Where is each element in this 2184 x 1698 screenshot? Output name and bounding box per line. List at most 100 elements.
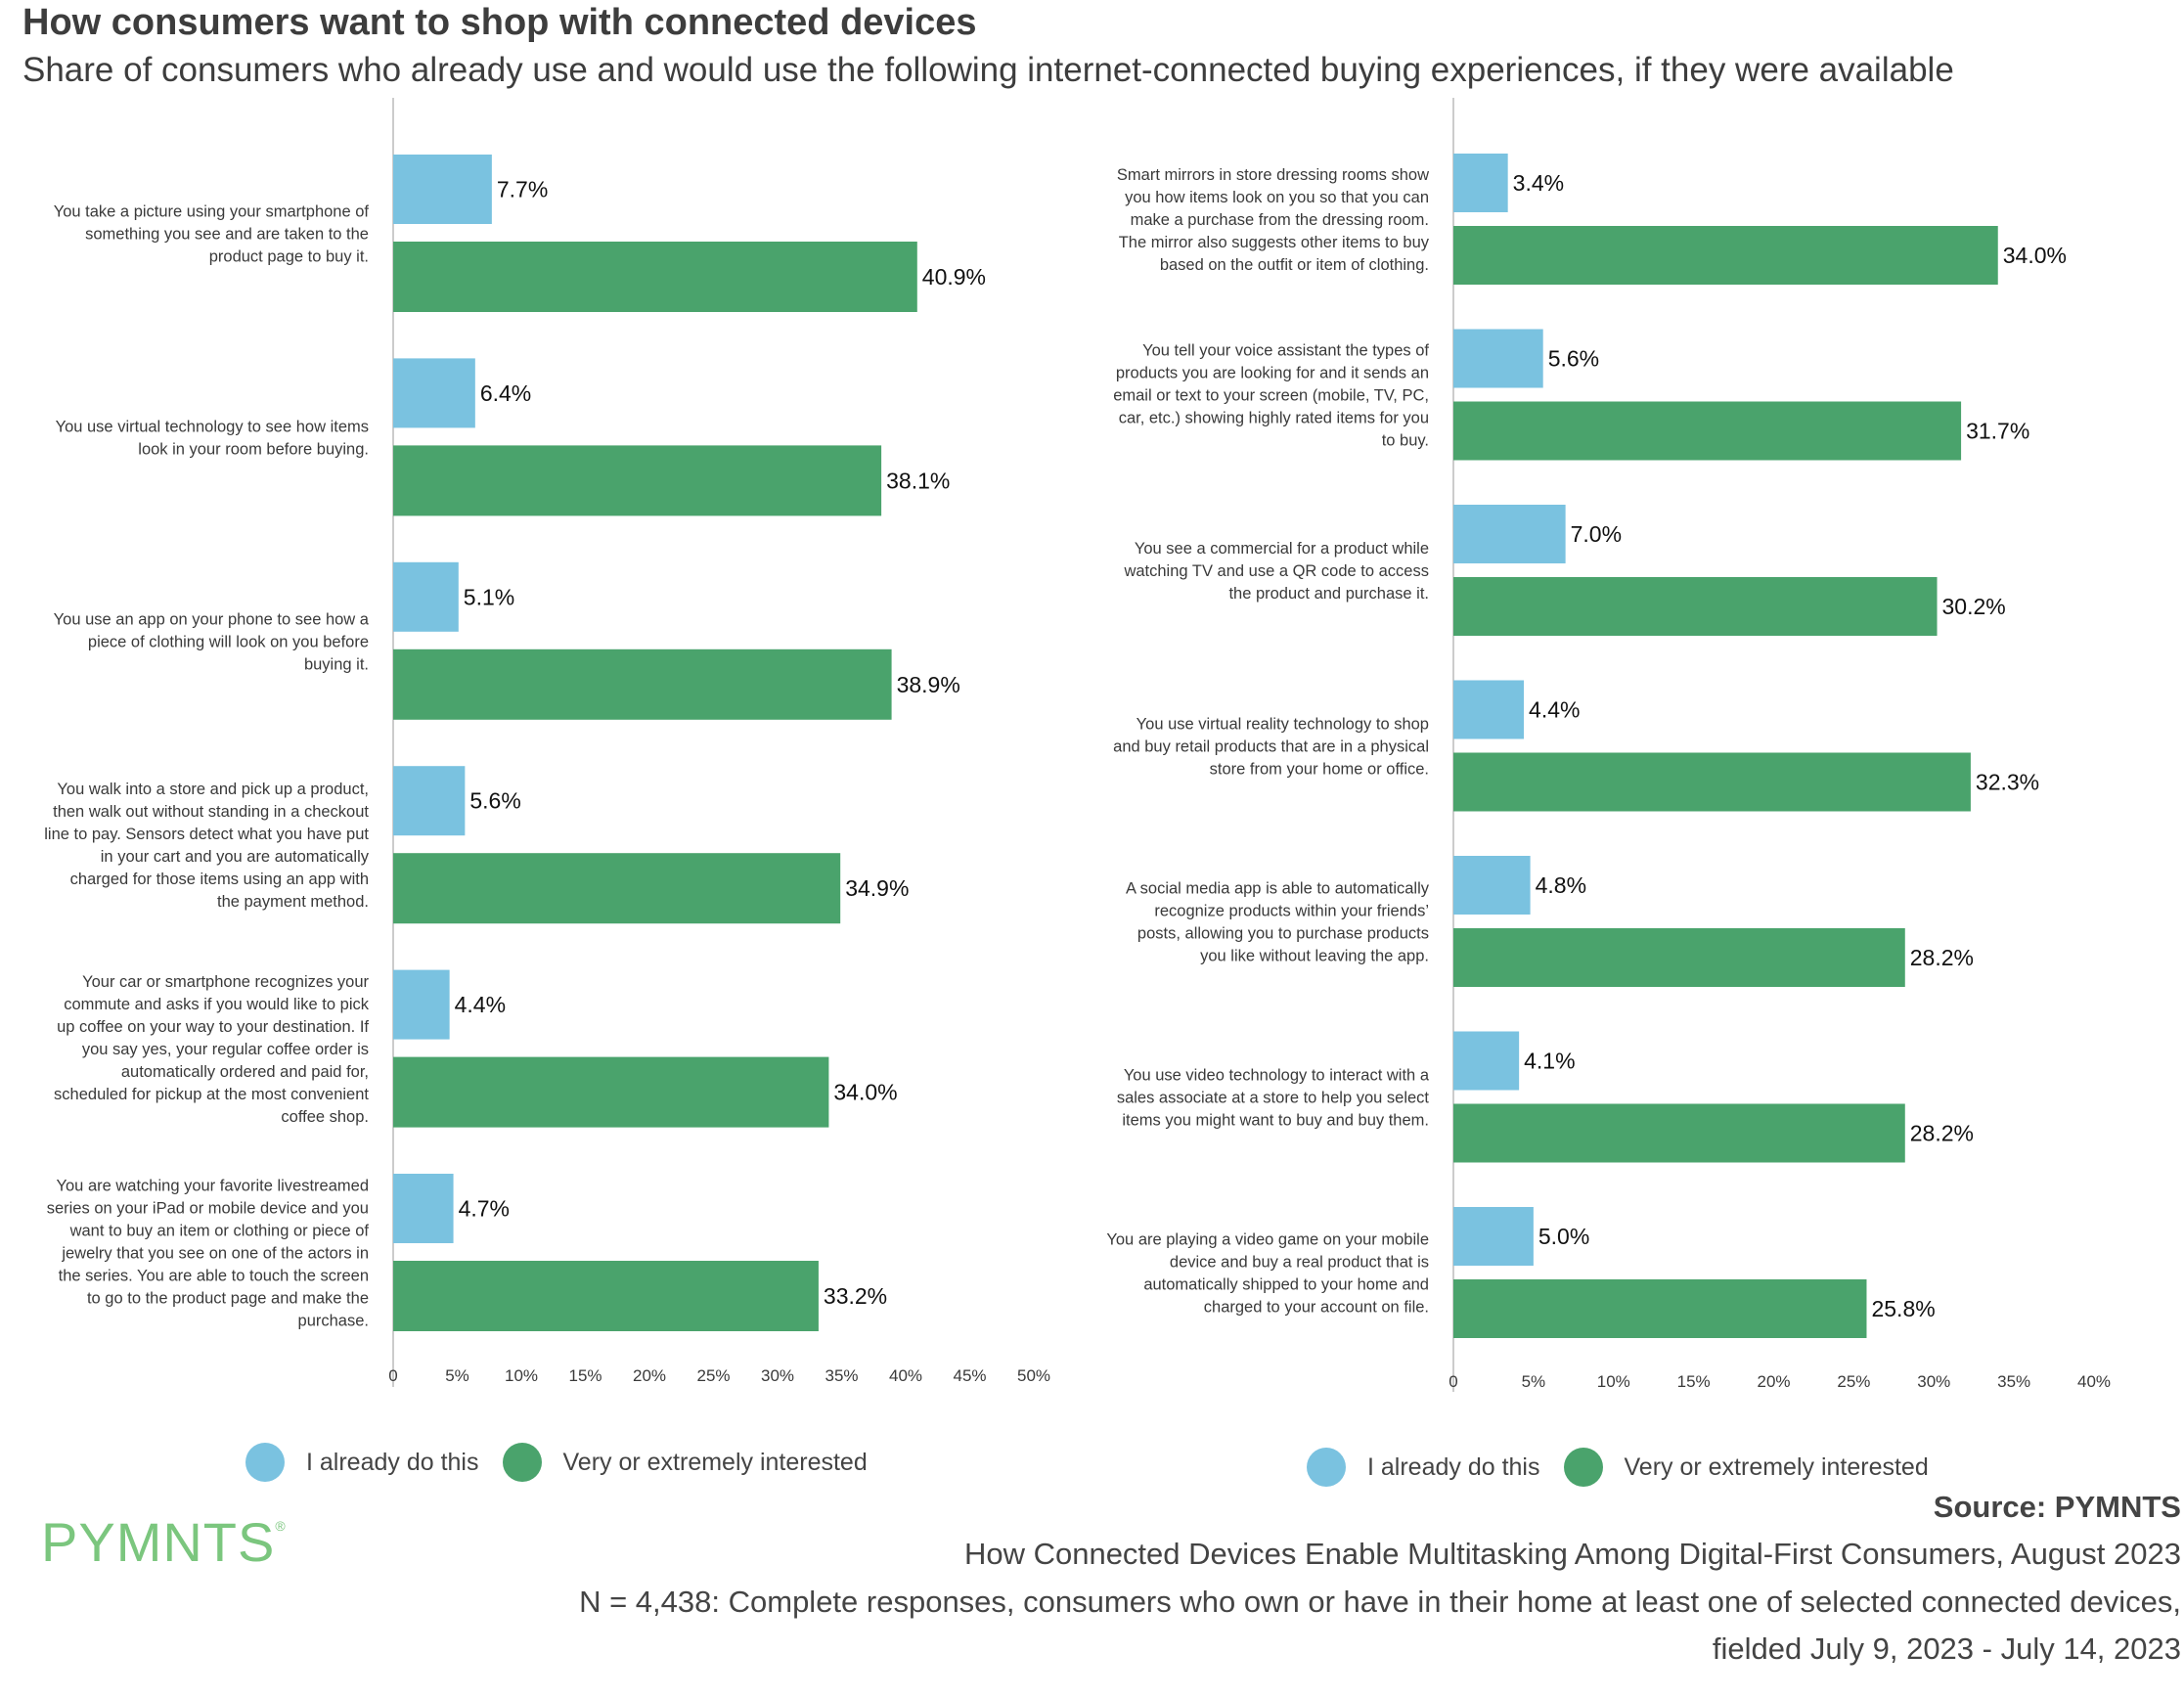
category-label-line: based on the outfit or item of clothing. — [1160, 256, 1429, 274]
category-label-line: car, etc.) showing highly rated items fo… — [1119, 410, 1429, 427]
bar-interested — [393, 648, 892, 720]
legend-swatch-already — [1307, 1448, 1346, 1487]
category-label: You are watching your favorite livestrea… — [47, 1178, 370, 1330]
bar-already — [1453, 329, 1543, 388]
bar-already — [1453, 154, 1508, 212]
x-tick-label: 30% — [761, 1366, 794, 1385]
category-label-line: Your car or smartphone recognizes your — [82, 973, 369, 991]
category-label-line: you like without leaving the app. — [1200, 948, 1429, 965]
x-tick-label: 0 — [388, 1366, 397, 1385]
bar-interested — [1453, 928, 1905, 987]
bar-interested — [393, 445, 882, 516]
bar-already — [393, 155, 492, 224]
left-bar-chart: 0 5% 10% 15% 20% 25% 30% 35% 40% 45% 50% 7.7% 40.9% Y… — [44, 98, 1050, 1387]
value-label-already: 4.8% — [1536, 872, 1586, 898]
category-label: A social media app is able to automatica… — [1126, 880, 1430, 965]
category-label-line: A social media app is able to automatica… — [1126, 880, 1430, 898]
category-label-line: posts, allowing you to purchase products — [1137, 925, 1429, 943]
x-tick-label: 25% — [1837, 1372, 1870, 1391]
x-tick-label: 35% — [825, 1366, 858, 1385]
left-legend: I already do this Very or extremely inte… — [245, 1443, 891, 1482]
value-label-already: 5.1% — [464, 584, 514, 609]
category-label-line: the payment method. — [217, 893, 369, 911]
bar-already — [393, 969, 450, 1040]
category-label: You take a picture using your smartphone… — [54, 203, 370, 266]
category-label-line: recognize products within your friends’ — [1154, 903, 1429, 920]
category-label-line: the series. You are able to touch the sc… — [59, 1268, 369, 1285]
category-label-line: up coffee on your way to your destinatio… — [57, 1018, 369, 1036]
value-label-interested: 34.0% — [2003, 243, 2067, 268]
value-label-interested: 28.2% — [1910, 1121, 1974, 1146]
value-label-already: 3.4% — [1513, 170, 1564, 196]
sample-note-line-2: fielded July 9, 2023 - July 14, 2023 — [1712, 1631, 2181, 1666]
value-label-already: 4.1% — [1524, 1049, 1575, 1074]
pymnts-logo: PYMNTS® — [41, 1510, 287, 1574]
category-label-line: purchase. — [298, 1313, 369, 1330]
category-label: You see a commercial for a product while… — [1123, 540, 1429, 603]
category-label-line: automatically shipped to your home and — [1143, 1276, 1429, 1294]
chart-title: How consumers want to shop with connecte… — [22, 2, 977, 43]
category-label-line: coffee shop. — [281, 1108, 369, 1126]
category-label-line: charged for those items using an app wit… — [70, 871, 369, 888]
legend-swatch-interested — [502, 1443, 542, 1482]
x-tick-label: 20% — [1757, 1372, 1790, 1391]
category-label: You use an app on your phone to see how … — [54, 610, 370, 673]
category-label-line: You use an app on your phone to see how … — [54, 610, 370, 628]
category-label-line: You use virtual technology to see how it… — [56, 418, 369, 435]
category-label: Smart mirrors in store dressing rooms sh… — [1117, 166, 1430, 274]
value-label-already: 5.6% — [469, 788, 520, 814]
category-label-line: You take a picture using your smartphone… — [54, 203, 370, 221]
category-label-line: look in your room before buying. — [138, 440, 369, 458]
category-label-line: charged to your account on file. — [1204, 1299, 1429, 1317]
category-label-line: automatically ordered and paid for, — [121, 1063, 369, 1081]
bar-interested — [1453, 1279, 1867, 1338]
category-label-line: jewelry that you see on one of the actor… — [61, 1245, 369, 1263]
x-tick-label: 5% — [1522, 1372, 1546, 1391]
x-tick-label: 45% — [953, 1366, 986, 1385]
bar-interested — [1453, 577, 1938, 636]
category-label-line: and buy retail products that are in a ph… — [1113, 738, 1429, 756]
value-label-already: 4.4% — [455, 992, 506, 1017]
category-label-line: watching TV and use a QR code to access — [1123, 562, 1429, 580]
category-label-line: series on your iPad or mobile device and… — [47, 1200, 369, 1218]
x-tick-label: 40% — [2077, 1372, 2111, 1391]
category-label-line: You see a commercial for a product while — [1135, 540, 1429, 558]
bar-already — [1453, 856, 1531, 915]
x-tick-label: 35% — [1997, 1372, 2030, 1391]
value-label-already: 5.6% — [1548, 346, 1599, 372]
category-label: You use virtual technology to see how it… — [56, 418, 369, 458]
report-name: How Connected Devices Enable Multitaskin… — [963, 1537, 2181, 1571]
bar-already — [393, 766, 466, 836]
category-label-line: You walk into a store and pick up a prod… — [57, 781, 369, 798]
legend-item-already: I already do this — [245, 1443, 479, 1482]
bar-already — [393, 1174, 454, 1243]
category-label-line: commute and asks if you would like to pi… — [64, 996, 370, 1013]
bar-already — [1453, 505, 1566, 563]
bar-interested — [1453, 752, 1971, 812]
value-label-interested: 25.8% — [1871, 1296, 1935, 1321]
bar-interested — [393, 853, 841, 924]
x-tick-label: 15% — [568, 1366, 602, 1385]
x-tick-label: 30% — [1917, 1372, 1950, 1391]
x-tick-label: 50% — [1017, 1366, 1050, 1385]
category-label-line: email or text to your screen (mobile, TV… — [1113, 387, 1429, 405]
category-label-line: something you see and are taken to the — [85, 226, 369, 244]
value-label-interested: 38.9% — [897, 672, 960, 697]
value-label-interested: 33.2% — [824, 1283, 887, 1309]
category-label-line: to go to the product page and make the — [87, 1290, 369, 1308]
category-label-line: You are playing a video game on your mob… — [1106, 1231, 1429, 1249]
legend-label-already: I already do this — [306, 1448, 479, 1476]
bar-already — [1453, 1207, 1534, 1266]
x-tick-label: 25% — [696, 1366, 730, 1385]
x-tick-label: 5% — [445, 1366, 469, 1385]
right-bar-chart: 0 5% 10% 15% 20% 25% 30% 35% 40% 3.4% 34.0% Smart m… — [1106, 98, 2111, 1392]
category-label-line: want to buy an item or clothing or piece… — [69, 1223, 370, 1240]
sample-note-line-1: N = 4,438: Complete responses, consumers… — [579, 1585, 2181, 1619]
bar-interested — [1453, 1103, 1905, 1163]
value-label-already: 7.0% — [1571, 521, 1622, 547]
category-label-line: you say yes, your regular coffee order i… — [82, 1041, 369, 1058]
category-label-line: piece of clothing will look on you befor… — [88, 633, 369, 650]
category-label-line: sales associate at a store to help you s… — [1117, 1090, 1430, 1107]
x-tick-label: 15% — [1677, 1372, 1711, 1391]
category-label-line: You are watching your favorite livestrea… — [57, 1178, 369, 1195]
